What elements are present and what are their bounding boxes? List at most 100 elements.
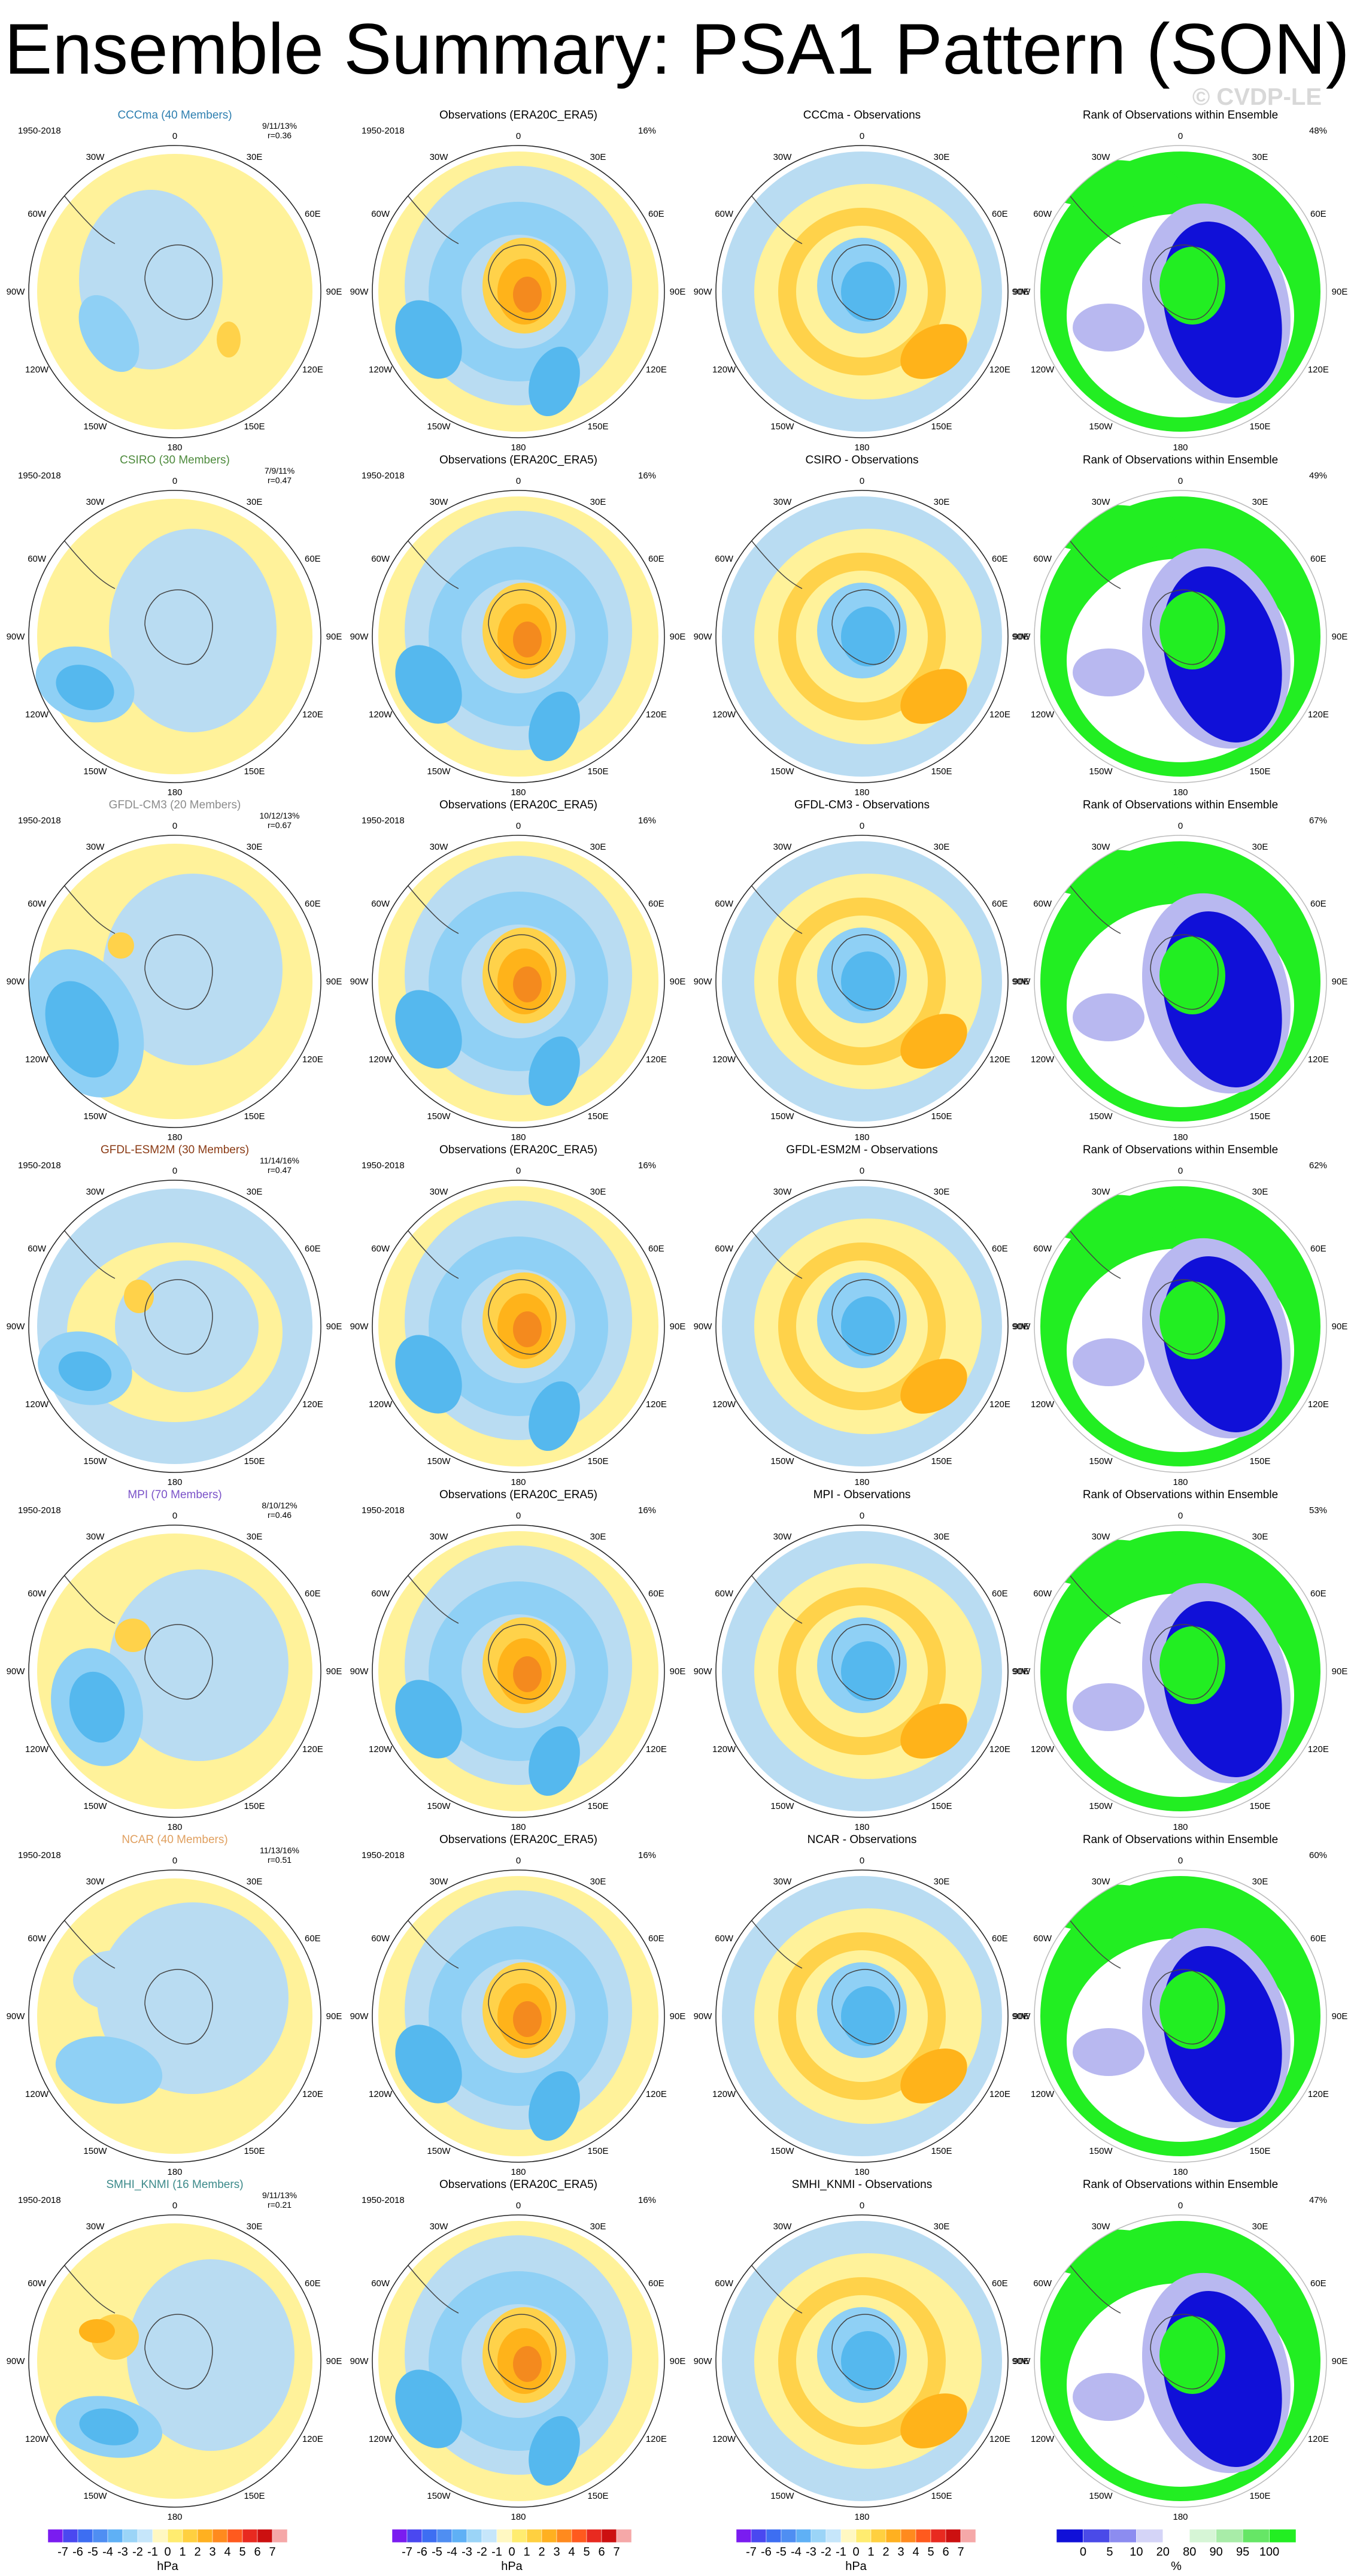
colorbar-tick-label: -2 bbox=[476, 2545, 487, 2559]
colorbar-swatch bbox=[451, 2529, 467, 2543]
colorbar-unit: % bbox=[1171, 2560, 1182, 2573]
contour-shape bbox=[1037, 1884, 1180, 1932]
contour-shape bbox=[900, 2048, 967, 2104]
lon-label: 180 bbox=[854, 2512, 869, 2522]
lon-label: 30W bbox=[86, 1187, 105, 1197]
lon-label: 30W bbox=[86, 152, 105, 162]
lon-label: 120W bbox=[1031, 1054, 1055, 1065]
lon-label: 120E bbox=[989, 1744, 1010, 1754]
map-border bbox=[28, 2214, 321, 2508]
lon-label: 150E bbox=[931, 2146, 952, 2156]
lon-label: 30W bbox=[773, 2222, 793, 2232]
lon-label: 90E bbox=[1332, 977, 1348, 987]
rank-percent: 60% bbox=[1309, 1850, 1327, 1860]
map-field bbox=[1037, 496, 1320, 777]
lon-label: 180 bbox=[167, 2512, 182, 2522]
period-label: 1950-2018 bbox=[362, 816, 405, 826]
lon-label: 60W bbox=[371, 2278, 390, 2289]
colorbar-swatch bbox=[915, 2529, 931, 2543]
period-label: 1950-2018 bbox=[18, 126, 61, 136]
lon-label: 150E bbox=[587, 1456, 608, 1466]
colorbar-swatch bbox=[62, 2529, 78, 2543]
colorbar-hpa-2: -7 -6 -5 -4 -3 -2 -1 0 1 2 3 4 5 6 7 hPa bbox=[391, 2529, 632, 2573]
lon-label: 150E bbox=[1249, 1801, 1270, 1811]
lon-label: 120E bbox=[989, 1054, 1010, 1065]
lon-label: 150W bbox=[770, 2146, 794, 2156]
lon-label: 90E bbox=[670, 287, 686, 297]
contour-shape bbox=[1159, 592, 1225, 669]
lon-label: 60E bbox=[305, 209, 321, 219]
contour-shape bbox=[395, 2025, 462, 2104]
lon-label: 60E bbox=[992, 1933, 1008, 1944]
lon-label: 30E bbox=[1252, 1532, 1268, 1542]
lon-label: 90W bbox=[7, 977, 26, 987]
lon-label: 60W bbox=[28, 1589, 47, 1599]
colorbar-swatch bbox=[840, 2529, 857, 2543]
lon-label: 60E bbox=[648, 1933, 664, 1944]
period-label: 1950-2018 bbox=[362, 471, 405, 481]
stats-label: 10/12/13% bbox=[260, 811, 300, 820]
lon-label: 150W bbox=[1089, 422, 1113, 432]
lon-label: 30E bbox=[934, 497, 950, 507]
lon-label: 30W bbox=[86, 497, 105, 507]
colorbar-swatch bbox=[781, 2529, 797, 2543]
lon-label: 120E bbox=[646, 1744, 667, 1754]
lon-label: 150W bbox=[83, 766, 107, 777]
contour-shape bbox=[1073, 2028, 1144, 2076]
lon-label: 150W bbox=[427, 422, 451, 432]
lon-label: 150W bbox=[770, 1456, 794, 1466]
lon-label: 120W bbox=[25, 1399, 49, 1410]
observations-title: Observations (ERA20C_ERA5) bbox=[439, 109, 597, 122]
colorbar-tick-label: -4 bbox=[102, 2545, 113, 2559]
lon-label: 60E bbox=[305, 1244, 321, 1254]
colorbar-tick-label: -7 bbox=[402, 2545, 412, 2559]
contour-shape bbox=[1073, 1338, 1144, 1386]
map-border bbox=[1034, 1869, 1327, 2163]
panel-difference: NCAR - Observations 0 30E 60E 90E 120E 150E 180… bbox=[694, 1833, 1030, 2177]
contour-shape bbox=[1159, 1281, 1225, 1359]
lon-label: 120E bbox=[989, 365, 1010, 375]
colorbar-swatch bbox=[122, 2529, 138, 2543]
colorbar-tick-label: -3 bbox=[117, 2545, 128, 2559]
lon-label: 90E bbox=[1013, 977, 1030, 987]
colorbar-swatch bbox=[257, 2529, 273, 2543]
lon-label: 0 bbox=[1178, 1856, 1183, 1866]
lon-label: 120W bbox=[1031, 1399, 1055, 1410]
antarctica-coastline bbox=[831, 1969, 900, 2045]
contour-shape bbox=[900, 1704, 967, 1759]
model-title: GFDL-CM3 (20 Members) bbox=[109, 799, 241, 811]
colorbar-tick-label: 0 bbox=[1080, 2545, 1086, 2559]
lon-label: 90E bbox=[1013, 1322, 1030, 1332]
colorbar-tick-label: -7 bbox=[57, 2545, 68, 2559]
contour-shape bbox=[56, 665, 114, 710]
antarctica-coastline bbox=[488, 244, 557, 320]
lon-label: 90E bbox=[1013, 632, 1030, 642]
colorbar-swatch bbox=[870, 2529, 887, 2543]
lon-label: 30E bbox=[590, 842, 606, 852]
lon-label: 180 bbox=[1173, 1477, 1188, 1487]
panel-observations: Observations (ERA20C_ERA5) 1950-2018 16% 0 3… bbox=[350, 2178, 686, 2522]
colorbar-swatch bbox=[541, 2529, 557, 2543]
lon-label: 120E bbox=[302, 1744, 323, 1754]
correlation-label: r=0.47 bbox=[268, 1165, 292, 1175]
lon-label: 150W bbox=[83, 422, 107, 432]
lon-label: 120W bbox=[25, 1054, 49, 1065]
contour-shape bbox=[45, 981, 119, 1078]
lon-label: 180 bbox=[854, 1822, 869, 1832]
lon-label: 90W bbox=[350, 977, 369, 987]
lon-label: 90W bbox=[1012, 2011, 1031, 2022]
lon-label: 60E bbox=[992, 1244, 1008, 1254]
lon-label: 30W bbox=[773, 497, 793, 507]
antarctica-coastline bbox=[1150, 1279, 1219, 1355]
contour-shape bbox=[1073, 1683, 1144, 1731]
map-field bbox=[378, 496, 658, 777]
observations-percent: 16% bbox=[638, 1505, 656, 1516]
antarctica-coastline bbox=[144, 1624, 213, 1700]
lon-label: 0 bbox=[860, 131, 864, 141]
lon-label: 90W bbox=[694, 287, 713, 297]
lon-label: 30E bbox=[247, 1877, 263, 1887]
lon-label: 0 bbox=[172, 131, 177, 141]
map-border bbox=[372, 490, 665, 783]
lon-label: 60W bbox=[1033, 2278, 1052, 2289]
rank-title: Rank of Observations within Ensemble bbox=[1083, 2178, 1278, 2191]
